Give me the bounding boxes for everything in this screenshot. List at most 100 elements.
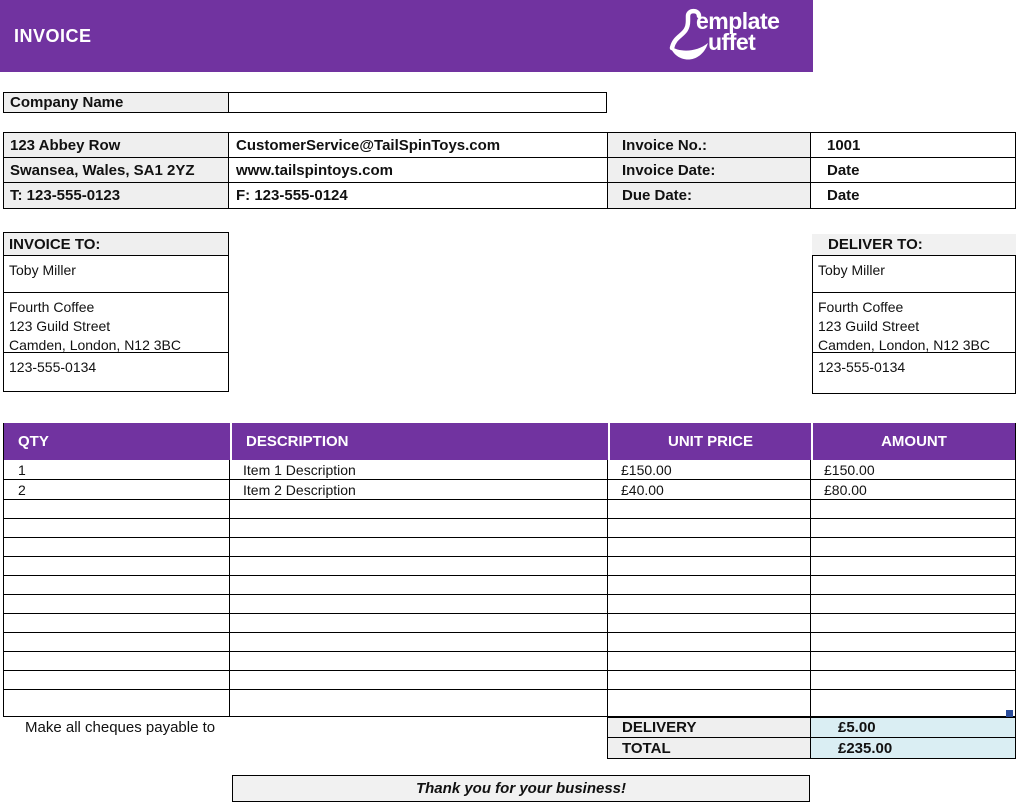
table-row <box>4 519 1015 538</box>
empty-cell[interactable] <box>608 671 811 689</box>
address-line: Fourth Coffee <box>9 299 95 315</box>
empty-cell[interactable] <box>608 595 811 613</box>
empty-cell[interactable] <box>4 538 230 556</box>
address-line: Fourth Coffee <box>818 299 904 315</box>
empty-cell[interactable] <box>4 500 230 518</box>
invoice-to-phone[interactable]: 123-555-0134 <box>9 359 97 375</box>
contact-table: 123 Abbey Row CustomerService@TailSpinTo… <box>3 132 608 209</box>
empty-cell[interactable] <box>608 690 811 716</box>
table-row: Swansea, Wales, SA1 2YZ www.tailspintoys… <box>4 158 607 183</box>
company-name-input[interactable] <box>228 92 607 113</box>
item-amount[interactable]: £80.00 <box>824 481 867 498</box>
empty-cell[interactable] <box>4 633 230 651</box>
empty-cell[interactable] <box>608 633 811 651</box>
empty-cell[interactable] <box>230 652 608 670</box>
empty-cell[interactable] <box>608 652 811 670</box>
empty-cell[interactable] <box>811 690 1015 716</box>
item-amount[interactable]: £150.00 <box>824 461 875 478</box>
cell-fill-handle[interactable] <box>1006 710 1013 717</box>
empty-cell[interactable] <box>811 576 1015 594</box>
invoice-to-address[interactable]: Fourth Coffee 123 Guild Street Camden, L… <box>4 293 228 353</box>
empty-cell[interactable] <box>608 614 811 632</box>
empty-cell[interactable] <box>230 557 608 575</box>
empty-cell[interactable] <box>230 690 608 716</box>
table-row <box>4 595 1015 614</box>
empty-cell[interactable] <box>4 576 230 594</box>
empty-cell[interactable] <box>230 671 608 689</box>
empty-cell[interactable] <box>230 538 608 556</box>
table-row <box>4 614 1015 633</box>
empty-cell[interactable] <box>4 690 230 716</box>
empty-cell[interactable] <box>230 519 608 537</box>
empty-cell[interactable] <box>4 519 230 537</box>
empty-cell[interactable] <box>608 557 811 575</box>
invoice-to-name[interactable]: Toby Miller <box>4 256 228 293</box>
items-header-row: QTY DESCRIPTION UNIT PRICE AMOUNT <box>4 423 1015 460</box>
empty-cell[interactable] <box>811 633 1015 651</box>
empty-cell[interactable] <box>811 671 1015 689</box>
empty-cell[interactable] <box>811 595 1015 613</box>
empty-cell[interactable] <box>608 519 811 537</box>
table-row: TOTAL £235.00 <box>608 738 1015 758</box>
empty-cell[interactable] <box>230 633 608 651</box>
invoice-date-label: Invoice Date: <box>608 158 811 182</box>
address-line: Camden, London, N12 3BC <box>818 337 990 353</box>
table-row <box>4 500 1015 519</box>
empty-cell[interactable] <box>4 595 230 613</box>
invoice-to-header: INVOICE TO: <box>4 233 228 256</box>
deliver-to-name[interactable]: Toby Miller <box>813 256 1015 293</box>
delivery-value[interactable]: £5.00 <box>811 718 1015 737</box>
empty-cell[interactable] <box>608 500 811 518</box>
empty-cell[interactable] <box>608 576 811 594</box>
deliver-to-section: Toby Miller Fourth Coffee 123 Guild Stre… <box>812 255 1016 394</box>
due-date-value[interactable]: Date <box>827 187 860 204</box>
item-qty[interactable]: 1 <box>4 460 230 479</box>
empty-cell[interactable] <box>811 557 1015 575</box>
empty-cell[interactable] <box>230 614 608 632</box>
empty-cell[interactable] <box>608 538 811 556</box>
empty-cell[interactable] <box>230 576 608 594</box>
table-row <box>4 538 1015 557</box>
company-name-label: Company Name <box>3 92 229 113</box>
deliver-to-address[interactable]: Fourth Coffee 123 Guild Street Camden, L… <box>813 293 1015 353</box>
empty-cell[interactable] <box>811 538 1015 556</box>
empty-cell[interactable] <box>811 614 1015 632</box>
empty-cell[interactable] <box>811 652 1015 670</box>
invoice-no-label: Invoice No.: <box>608 133 811 157</box>
item-unit-price[interactable]: £150.00 <box>608 460 811 479</box>
table-row: Invoice Date: Date <box>608 158 1015 183</box>
invoice-to-section: INVOICE TO: Toby Miller Fourth Coffee 12… <box>3 232 229 392</box>
item-unit-price[interactable]: £40.00 <box>608 480 811 499</box>
invoice-no-value[interactable]: 1001 <box>827 136 861 154</box>
total-value[interactable]: £235.00 <box>811 738 1015 758</box>
empty-cell[interactable] <box>230 595 608 613</box>
empty-cell[interactable] <box>230 500 608 518</box>
contact-website: www.tailspintoys.com <box>236 161 393 179</box>
empty-cell[interactable] <box>4 671 230 689</box>
contact-fax: F: 123-555-0124 <box>236 187 348 204</box>
contact-address-line1: 123 Abbey Row <box>4 133 229 157</box>
table-row <box>4 557 1015 576</box>
empty-cell[interactable] <box>4 614 230 632</box>
item-description[interactable]: Item 2 Description <box>230 480 608 499</box>
address-line: 123 Guild Street <box>9 318 111 334</box>
table-row: 2 Item 2 Description £40.00 £80.00 <box>4 480 1015 500</box>
empty-cell[interactable] <box>4 652 230 670</box>
invoice-meta-table: Invoice No.: 1001 Invoice Date: Date Due… <box>607 132 1016 209</box>
table-row: DELIVERY £5.00 <box>608 718 1015 738</box>
empty-cell[interactable] <box>811 500 1015 518</box>
empty-cell[interactable] <box>4 557 230 575</box>
table-row: T: 123-555-0123 F: 123-555-0124 <box>4 183 607 208</box>
deliver-to-header: DELIVER TO: <box>812 234 1016 255</box>
invoice-date-value[interactable]: Date <box>827 161 860 179</box>
item-qty[interactable]: 2 <box>4 480 230 499</box>
delivery-label: DELIVERY <box>608 718 811 737</box>
page-title: INVOICE <box>14 26 92 46</box>
logo-text-line1: emplate <box>696 8 780 34</box>
table-row: Invoice No.: 1001 <box>608 133 1015 158</box>
deliver-to-phone[interactable]: 123-555-0134 <box>818 359 906 375</box>
empty-cell[interactable] <box>811 519 1015 537</box>
item-description[interactable]: Item 1 Description <box>230 460 608 479</box>
table-row <box>4 576 1015 595</box>
